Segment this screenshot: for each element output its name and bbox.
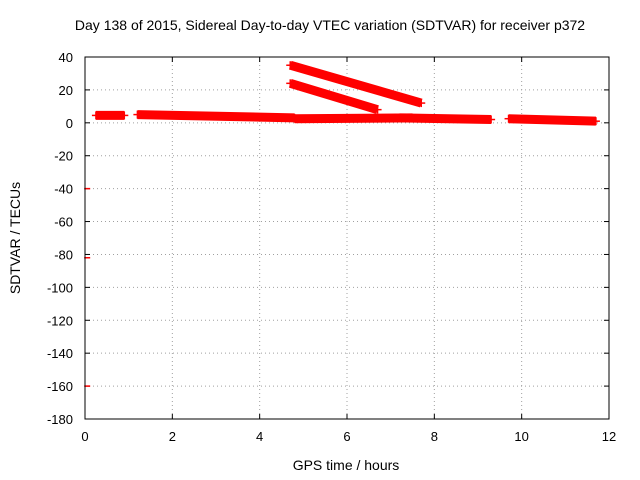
x-tick-label: 12 — [602, 429, 616, 444]
plus-markers — [504, 114, 600, 126]
y-tick-label: -140 — [47, 346, 73, 361]
y-tick-label: -40 — [54, 182, 73, 197]
tick-labels: 0 2 4 6 8 10 12 40 20 0 -20 -40 -60 -80 -100 -120 -140 -1… — [47, 50, 616, 444]
x-tick-label: 10 — [514, 429, 528, 444]
plus-markers — [91, 111, 129, 120]
y-tick-label: -80 — [54, 247, 73, 262]
y-tick-label: -60 — [54, 215, 73, 230]
y-tick-label: -180 — [47, 412, 73, 427]
data-points — [84, 60, 600, 387]
plus-markers — [395, 113, 496, 124]
x-tick-label: 6 — [343, 429, 350, 444]
plus-markers — [286, 61, 426, 108]
chart-title: Day 138 of 2015, Sidereal Day-to-day VTE… — [75, 17, 585, 33]
y-tick-label: -100 — [47, 280, 73, 295]
y-tick-label: -120 — [47, 313, 73, 328]
y-axis-label: SDTVAR / TECUs — [7, 182, 23, 294]
x-tick-label: 0 — [81, 429, 88, 444]
x-tick-label: 4 — [256, 429, 263, 444]
x-tick-label: 8 — [431, 429, 438, 444]
x-tick-label: 2 — [169, 429, 176, 444]
x-axis-label: GPS time / hours — [293, 457, 400, 473]
y-tick-label: 20 — [59, 83, 73, 98]
y-tick-label: 0 — [66, 116, 73, 131]
plot-frame — [84, 56, 610, 420]
y-tick-label: 40 — [59, 50, 73, 65]
plus-markers — [286, 79, 382, 114]
y-tick-label: -160 — [47, 379, 73, 394]
y-tick-label: -20 — [54, 149, 73, 164]
